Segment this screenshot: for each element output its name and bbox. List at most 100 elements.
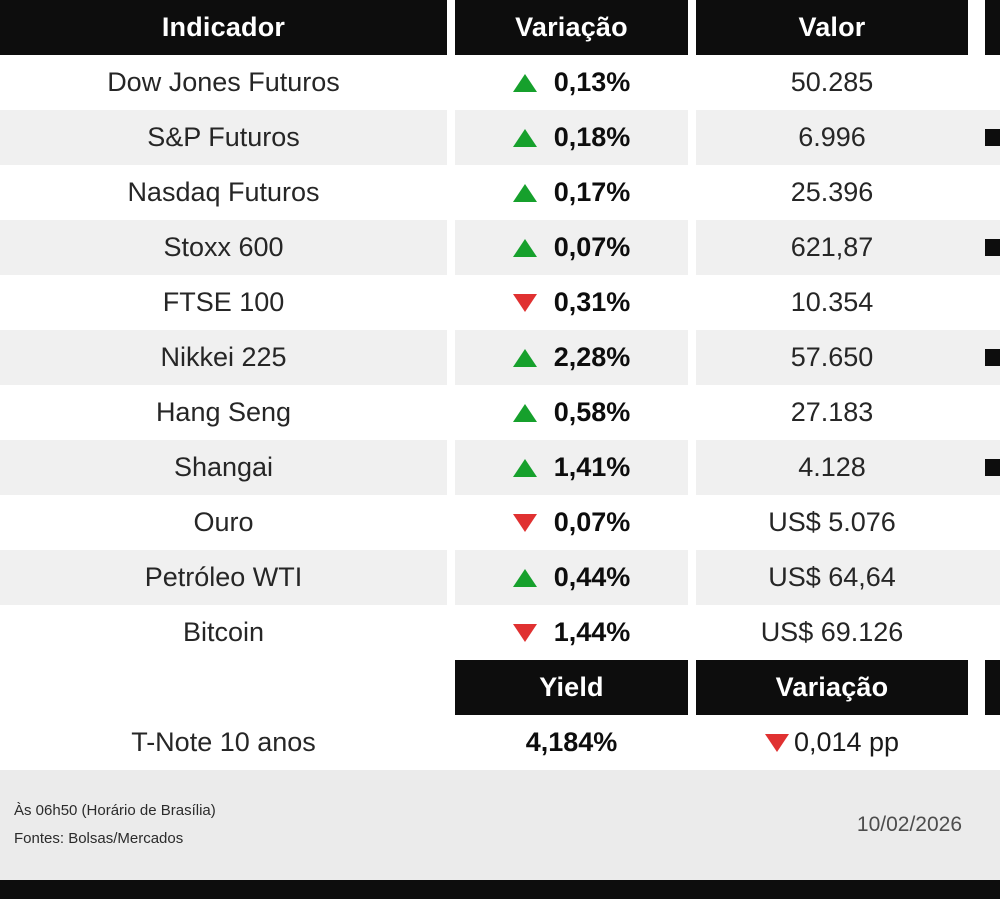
indicator-value: 6.996 — [696, 110, 968, 165]
variation-cell: 1,44% — [455, 605, 688, 660]
edge-fragment — [985, 569, 1000, 586]
variation-cell: 0,07% — [455, 220, 688, 275]
column-separator — [688, 330, 696, 385]
date: 10/02/2026 — [856, 813, 962, 836]
variation-value: 0,31% — [553, 287, 631, 317]
column-separator — [447, 660, 455, 715]
column-separator — [968, 0, 985, 55]
indicator-value: 57.650 — [696, 330, 968, 385]
edge-cell — [985, 330, 1000, 385]
variation-cell: 0,44% — [455, 550, 688, 605]
column-separator — [447, 110, 455, 165]
row-filler — [968, 605, 985, 660]
indicator-name: Stoxx 600 — [0, 220, 447, 275]
time-note: Às 06h50 (Horário de Brasília) — [14, 802, 216, 820]
footer-notes: Às 06h50 (Horário de Brasília) Fontes: B… — [14, 797, 216, 853]
variation-value: 2,28% — [553, 342, 631, 372]
column-separator — [688, 385, 696, 440]
column-separator — [688, 275, 696, 330]
variation-value: 1,44% — [553, 617, 631, 647]
header-edge-fragment — [985, 0, 1000, 55]
edge-cell — [985, 110, 1000, 165]
row-filler — [968, 275, 985, 330]
indicator-value: 4.128 — [696, 440, 968, 495]
up-triangle-icon — [512, 568, 537, 587]
column-separator — [688, 550, 696, 605]
edge-cell — [985, 715, 1000, 770]
indicator-name: S&P Futuros — [0, 110, 447, 165]
variation-value: 0,13% — [553, 67, 631, 97]
edge-fragment — [985, 129, 1000, 146]
row-filler — [968, 220, 985, 275]
column-separator — [688, 55, 696, 110]
column-separator — [968, 660, 985, 715]
indicator-name: FTSE 100 — [0, 275, 447, 330]
column-separator — [447, 550, 455, 605]
row-filler — [968, 440, 985, 495]
bond-header-empty — [0, 660, 447, 715]
indicator-name: Ouro — [0, 495, 447, 550]
edge-fragment — [985, 404, 1000, 421]
edge-fragment — [985, 74, 1000, 91]
variation-value: 0,44% — [553, 562, 631, 592]
indicator-value: 25.396 — [696, 165, 968, 220]
header-bond-variacao: Variação — [696, 660, 968, 715]
bond-header-edge-fragment — [985, 660, 1000, 715]
variation-cell: 0,07% — [455, 495, 688, 550]
down-triangle-icon — [512, 513, 537, 532]
row-filler — [968, 165, 985, 220]
column-separator — [688, 440, 696, 495]
up-triangle-icon — [512, 128, 537, 147]
column-separator — [688, 660, 696, 715]
table-body: Dow Jones Futuros 0,13% 50.285 S&P Futur… — [0, 55, 1000, 660]
indicator-name: Shangai — [0, 440, 447, 495]
row-filler — [968, 330, 985, 385]
table-row: Nasdaq Futuros 0,17% 25.396 — [0, 165, 1000, 220]
table-row: S&P Futuros 0,18% 6.996 — [0, 110, 1000, 165]
edge-fragment — [985, 624, 1000, 641]
column-separator — [447, 275, 455, 330]
indicator-name: Nikkei 225 — [0, 330, 447, 385]
row-filler — [968, 495, 985, 550]
up-triangle-icon — [512, 73, 537, 92]
down-triangle-icon — [512, 293, 537, 312]
table-header-row: Indicador Variação Valor — [0, 0, 1000, 55]
bond-yield: 4,184% — [455, 715, 688, 770]
up-triangle-icon — [512, 458, 537, 477]
column-separator — [688, 605, 696, 660]
indicator-value: 50.285 — [696, 55, 968, 110]
indicator-name: Dow Jones Futuros — [0, 55, 447, 110]
down-triangle-icon — [512, 623, 537, 642]
bond-header-row: Yield Variação — [0, 660, 1000, 715]
variation-value: 0,07% — [553, 507, 631, 537]
indicator-value: US$ 5.076 — [696, 495, 968, 550]
up-triangle-icon — [512, 348, 537, 367]
edge-cell — [985, 165, 1000, 220]
variation-value: 0,58% — [553, 397, 631, 427]
row-filler — [968, 550, 985, 605]
edge-cell — [985, 55, 1000, 110]
header-indicador: Indicador — [0, 0, 447, 55]
edge-fragment — [985, 294, 1000, 311]
column-separator — [688, 715, 696, 770]
bond-row: T-Note 10 anos 4,184% 0,014 pp — [0, 715, 1000, 770]
column-separator — [447, 165, 455, 220]
column-separator — [688, 495, 696, 550]
variation-value: 0,18% — [553, 122, 631, 152]
column-separator — [688, 220, 696, 275]
variation-cell: 2,28% — [455, 330, 688, 385]
bottom-bar — [0, 880, 1000, 899]
variation-value: 0,17% — [553, 177, 631, 207]
variation-cell: 0,17% — [455, 165, 688, 220]
column-separator — [688, 165, 696, 220]
indicator-name: Nasdaq Futuros — [0, 165, 447, 220]
edge-cell — [985, 275, 1000, 330]
variation-cell: 0,13% — [455, 55, 688, 110]
edge-cell — [985, 385, 1000, 440]
edge-fragment — [985, 184, 1000, 201]
table-row: FTSE 100 0,31% 10.354 — [0, 275, 1000, 330]
table-row: Hang Seng 0,58% 27.183 — [0, 385, 1000, 440]
header-variacao: Variação — [455, 0, 688, 55]
edge-cell — [985, 440, 1000, 495]
